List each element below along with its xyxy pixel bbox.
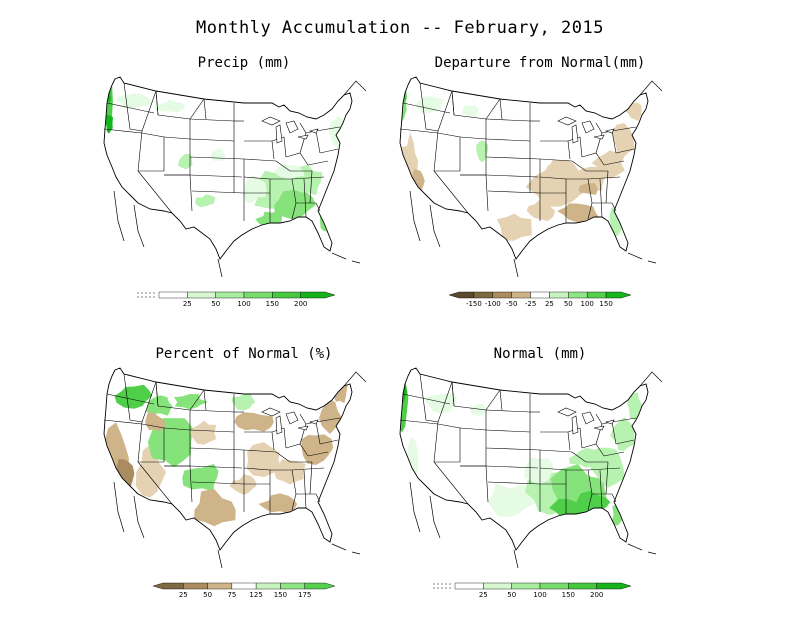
panel-departure: Departure from Normal(mm) -150 -100 -50 -25… [390,55,690,325]
legend-tick-label: 150 [266,300,279,308]
legend-tick-label: 100 [237,300,250,308]
panel-precip: Precip (mm) 25 50 100 150 200 [94,55,394,325]
legend-swatch [530,291,550,299]
panel-title-percent: Percent of Normal (%) [155,346,333,362]
departure-legend: -150 -100 -50 -25 25 50 100 150 [448,291,632,308]
legend-tick-label: -50 [506,300,517,308]
legend-tick-label: 100 [533,591,546,599]
legend-swatch [243,291,273,299]
legend-swatch [448,291,475,299]
legend-swatch [300,291,336,299]
legend-tick-label: -25 [525,300,536,308]
legend-tick-label: 25 [179,591,188,599]
panel-percent: Percent of Normal (%) 25 50 75 125 150 175 [94,346,394,616]
legend-swatch [473,291,493,299]
precip-map [103,76,367,278]
legend-swatch [549,291,569,299]
legend-tick-label: -100 [485,300,501,308]
legend-tick-label: 25 [479,591,488,599]
legend-swatch [511,291,531,299]
legend-swatch [492,291,512,299]
legend-swatch [568,582,597,590]
panel-normal: Normal (mm) 25 50 100 150 200 [390,346,690,616]
legend-tick-label: 200 [590,591,603,599]
legend-swatch [304,582,336,590]
legend-swatch [215,291,245,299]
legend-swatch [158,291,188,299]
legend-swatch [596,582,632,590]
legend-tick-label: 50 [211,300,220,308]
legend-tick-label: 25 [183,300,192,308]
legend-tick-label: -150 [466,300,482,308]
legend-tick-label: 150 [274,591,287,599]
normal-map [399,367,663,569]
legend-tick-label: 75 [227,591,236,599]
legend-swatch [152,582,184,590]
departure-map [399,76,663,278]
percent-shading [104,380,348,527]
legend-tick-label: 50 [203,591,212,599]
panel-title-precip: Precip (mm) [197,55,291,71]
legend-tick-label: 200 [294,300,307,308]
legend-swatch [605,291,632,299]
legend-tick-label: 50 [507,591,516,599]
legend-tick-label: 50 [564,300,573,308]
legend-swatch [207,582,233,590]
legend-swatch [454,582,484,590]
panel-title-departure: Departure from Normal(mm) [434,55,646,71]
panel-title-normal: Normal (mm) [493,346,587,362]
legend-swatch [255,582,281,590]
legend-swatch [280,582,305,590]
normal-legend: 25 50 100 150 200 [433,582,632,599]
legend-tick-label: 100 [581,300,594,308]
legend-tick-label: 150 [562,591,575,599]
legend-tick-label: 125 [249,591,262,599]
legend-swatch [587,291,607,299]
percent-legend: 25 50 75 125 150 175 [152,582,336,599]
legend-swatch [231,582,257,590]
percent-map [103,367,367,569]
precip-legend: 25 50 100 150 200 [137,291,336,308]
legend-swatch [187,291,216,299]
legend-tick-label: 150 [599,300,612,308]
legend-swatch [539,582,569,590]
legend-swatch [483,582,512,590]
legend-tick-label: 175 [298,591,311,599]
legend-swatch [568,291,588,299]
legend-tick-label: 25 [545,300,554,308]
legend-swatch [183,582,208,590]
legend-swatch [272,291,301,299]
figure-title: Monthly Accumulation -- February, 2015 [196,18,604,38]
legend-swatch [511,582,541,590]
